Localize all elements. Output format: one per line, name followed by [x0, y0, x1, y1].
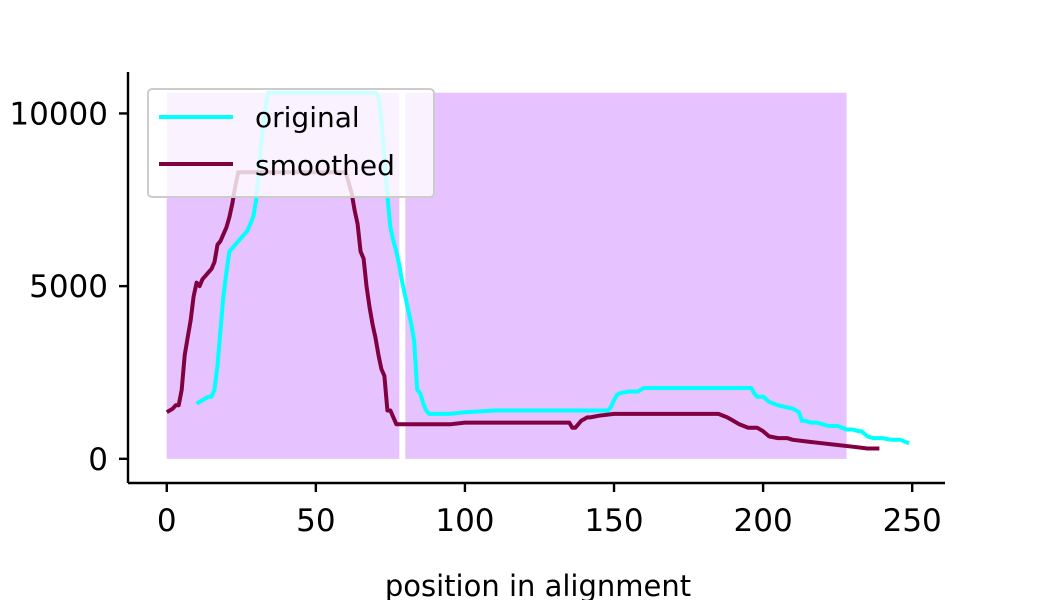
- x-tick-label: 150: [584, 503, 643, 539]
- y-tick-label: 10000: [9, 96, 108, 132]
- y-ticks: 0 5000 10000: [9, 96, 128, 478]
- legend: original smoothed: [147, 88, 435, 198]
- legend-label-original: original: [255, 101, 360, 134]
- series-line-smoothed: [165, 170, 880, 451]
- x-tick-label: 200: [734, 503, 793, 539]
- x-tick-label: 0: [157, 503, 177, 539]
- legend-label-smoothed: smoothed: [255, 149, 395, 182]
- x-tick-label: 250: [883, 503, 942, 539]
- axes: [126, 72, 945, 485]
- x-ticks: 0 50 100 150 200 250: [157, 483, 942, 539]
- y-tick-label: 0: [88, 442, 108, 478]
- series-line-original: [195, 90, 910, 446]
- y-tick-label: 5000: [29, 269, 108, 305]
- x-tick-label: 50: [296, 503, 335, 539]
- series-lines: [165, 90, 910, 451]
- highlight-region-2: [405, 92, 847, 459]
- x-axis-label: position in alignment: [385, 569, 691, 600]
- x-tick-label: 100: [435, 503, 494, 539]
